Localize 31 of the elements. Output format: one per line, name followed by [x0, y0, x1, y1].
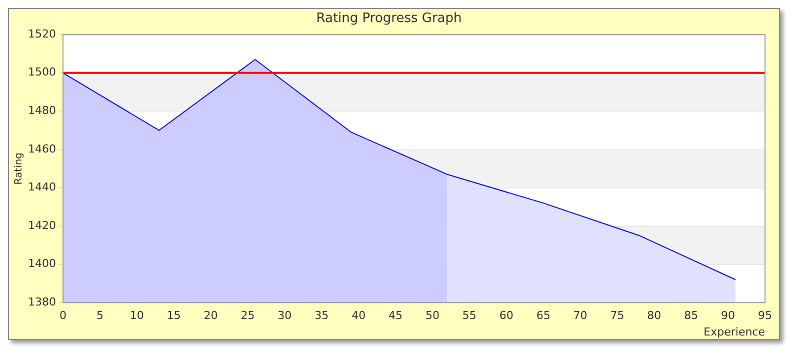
x-tick-label: 80: [647, 309, 662, 322]
x-tick-label: 65: [536, 309, 550, 322]
x-axis-title: Experience: [704, 325, 766, 338]
x-tick-label: 90: [721, 309, 736, 322]
x-tick-label: 50: [425, 309, 440, 322]
y-tick-label: 1440: [28, 180, 56, 194]
x-tick-label: 0: [59, 309, 66, 322]
x-tick-label: 75: [610, 309, 624, 322]
x-tick-label: 45: [388, 309, 403, 322]
x-tick-label: 10: [130, 309, 144, 322]
y-tick-label: 1400: [28, 257, 56, 270]
y-tick-label: 1500: [28, 66, 56, 79]
x-tick-label: 55: [462, 309, 476, 322]
y-tick-label: 1480: [28, 104, 56, 118]
x-tick-label: 15: [166, 309, 181, 322]
x-tick-label: 30: [278, 309, 292, 322]
y-axis-title: Rating: [14, 152, 25, 185]
x-tick-label: 85: [684, 309, 698, 322]
x-tick-label: 60: [499, 309, 514, 322]
y-tick-label: 1460: [28, 142, 56, 156]
x-tick-label: 95: [758, 309, 772, 322]
x-tick-label: 25: [240, 309, 255, 322]
x-tick-label: 20: [204, 309, 218, 322]
y-tick-label: 1520: [28, 27, 56, 40]
y-tick-label: 1380: [28, 295, 56, 308]
chart-title: Rating Progress Graph: [316, 11, 462, 26]
y-tick-label: 1420: [28, 218, 56, 232]
x-tick-label: 70: [573, 309, 588, 322]
x-tick-label: 40: [352, 309, 366, 322]
x-tick-label: 35: [314, 309, 329, 322]
x-tick-label: 5: [96, 309, 104, 322]
